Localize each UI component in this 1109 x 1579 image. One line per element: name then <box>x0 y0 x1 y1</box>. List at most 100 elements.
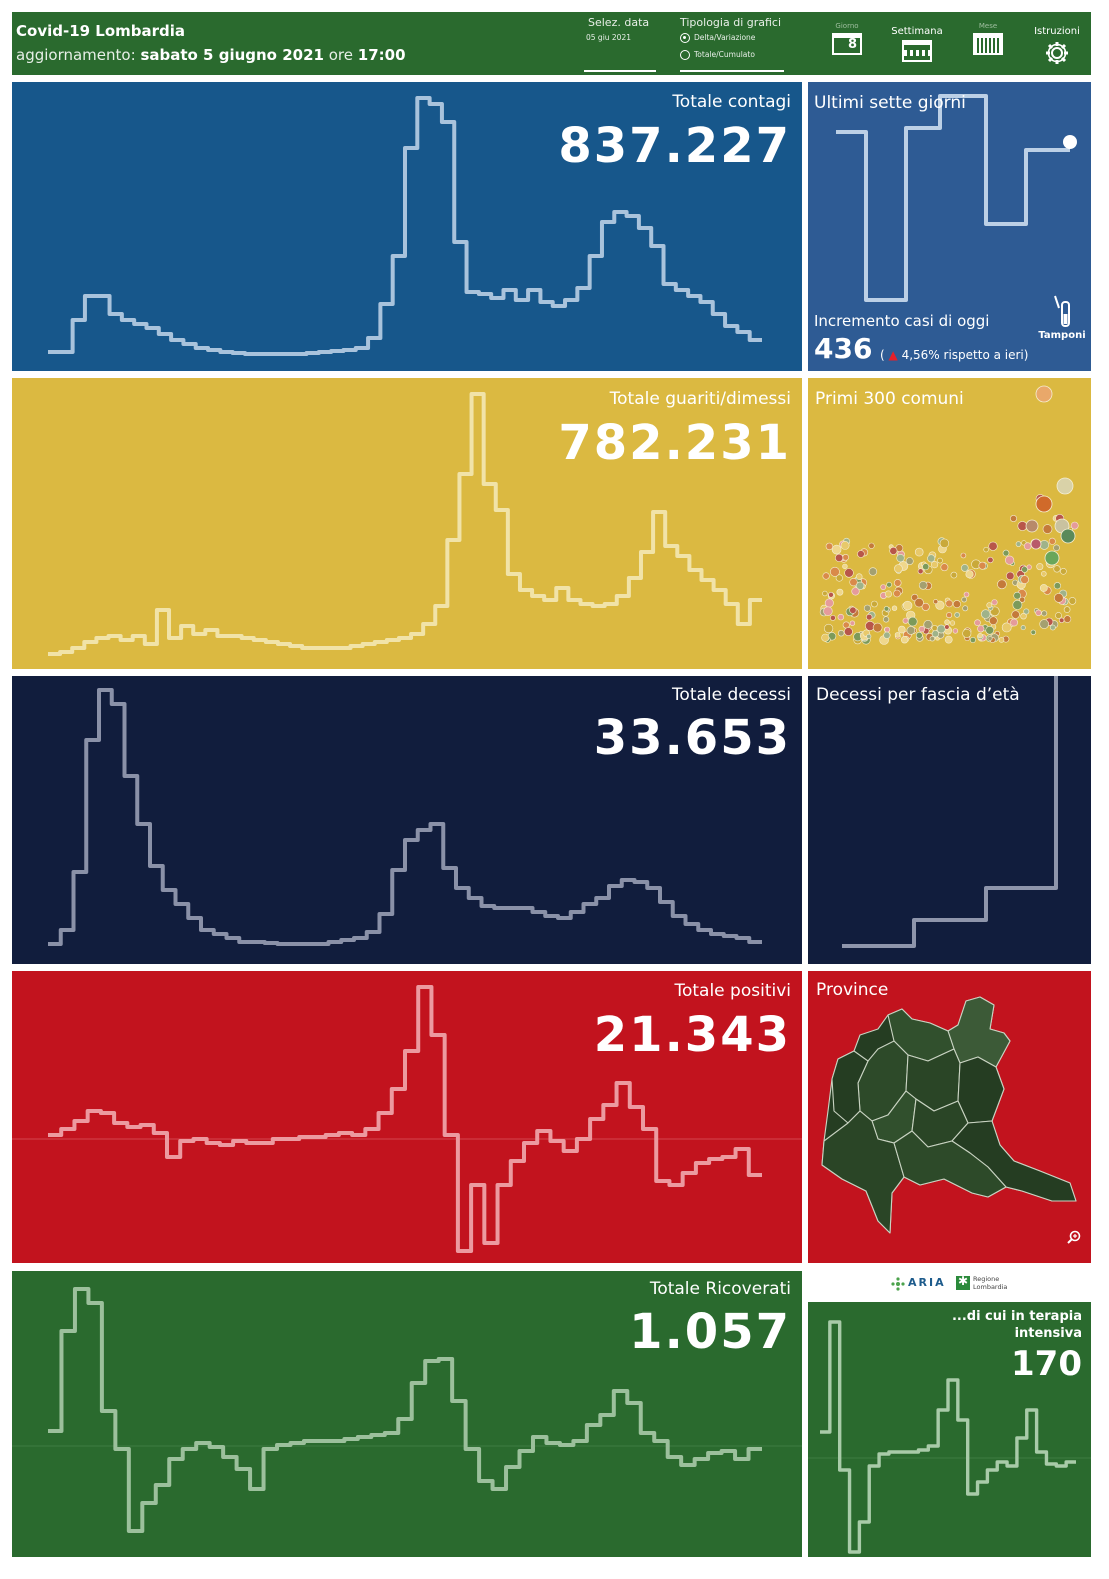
increment-value: 436 <box>814 332 873 365</box>
comune-bubble <box>823 623 834 634</box>
comune-bubble <box>880 584 887 590</box>
comune-bubble <box>1023 608 1030 615</box>
comune-bubble <box>1020 613 1027 620</box>
comune-bubble <box>868 567 878 576</box>
date-selector[interactable]: Selez. data 05 giu 2021 <box>584 16 656 74</box>
comune-bubble <box>962 628 972 638</box>
province-title: Province <box>816 980 889 1000</box>
guariti-title: Totale guariti/dimessi <box>609 389 791 409</box>
comune-bubble <box>1055 612 1062 619</box>
comune-bubble <box>884 626 891 633</box>
contagi-value: 837.227 <box>558 118 791 174</box>
up-arrow-icon: ▲ <box>888 348 898 362</box>
calendar-day-number: 8 <box>847 37 857 52</box>
comune-bubble <box>1049 624 1056 631</box>
comune-bubble <box>974 619 981 626</box>
ricoverati-value: 1.057 <box>629 1304 791 1360</box>
calendar-week-icon <box>902 40 932 62</box>
comune-bubble <box>940 563 949 572</box>
panel-totale-guariti[interactable]: Totale guariti/dimessi 782.231 <box>12 378 802 669</box>
comune-bubble <box>822 572 830 580</box>
nav-day-label: Giorno <box>835 22 859 30</box>
app-title: Covid-19 Lombardia <box>16 22 186 40</box>
comune-bubble <box>906 626 916 635</box>
panel-ultimi-sette-giorni[interactable]: Ultimi sette giorni Incremento casi di o… <box>808 82 1091 371</box>
comune-bubble <box>930 561 939 569</box>
update-time-prefix: ore <box>328 46 353 64</box>
comune-bubble <box>1020 575 1029 584</box>
comune-bubble <box>935 600 945 610</box>
comune-bubble <box>844 627 853 636</box>
tamponi-button[interactable]: Tamponi <box>1038 294 1086 341</box>
comune-bubble <box>1063 606 1071 613</box>
decessi-title: Totale decessi <box>671 685 791 705</box>
comune-bubble <box>952 600 961 609</box>
contagi-trend-line <box>48 96 762 356</box>
panel-totale-contagi[interactable]: Totale contagi 837.227 <box>12 82 802 371</box>
comune-bubble <box>844 568 854 578</box>
comune-bubble <box>950 571 958 579</box>
comune-bubble <box>835 553 844 562</box>
comune-bubble <box>1023 542 1032 550</box>
nav-week-label: Settimana <box>891 26 943 37</box>
comune-bubble <box>823 606 833 616</box>
comune-bubble <box>828 592 834 598</box>
comune-bubble <box>907 616 918 627</box>
help-button[interactable]: Istruzioni <box>1028 26 1086 66</box>
comune-bubble <box>1054 593 1064 603</box>
panel-totale-decessi[interactable]: Totale decessi 33.653 <box>12 676 802 964</box>
comune-bubble <box>988 541 998 551</box>
comune-bubble <box>977 625 985 633</box>
comune-bubble <box>1001 622 1012 633</box>
regione-logo-icon: ✱ <box>956 1274 970 1290</box>
aria-logo-text: ARIA <box>908 1276 946 1289</box>
seven-days-line <box>836 94 1077 302</box>
radio-selected-icon <box>680 33 690 43</box>
panel-province[interactable]: Province <box>808 971 1091 1263</box>
zoom-icon[interactable] <box>1066 1229 1082 1245</box>
comune-bubble <box>829 614 836 621</box>
nav-day-button[interactable]: Giorno 8 <box>827 22 867 55</box>
nav-week-button[interactable]: Settimana <box>885 26 949 62</box>
comune-bubble <box>889 546 898 555</box>
comune-bubble <box>1041 571 1047 577</box>
comune-bubble <box>872 622 883 633</box>
panel-totale-ricoverati[interactable]: Totale Ricoverati 1.057 <box>12 1271 802 1557</box>
panel-decessi-fascia-eta[interactable]: Decessi per fascia d’età <box>808 676 1091 964</box>
comune-bubble <box>842 563 848 570</box>
comune-bubble <box>944 624 950 630</box>
comune-bubble <box>1060 568 1067 575</box>
comune-bubble <box>1019 596 1026 603</box>
positivi-value: 21.343 <box>593 1007 791 1063</box>
open-paren: ( <box>880 348 885 362</box>
comune-bubble <box>896 554 905 563</box>
comune-bubble <box>849 620 856 626</box>
comune-bubble <box>1035 609 1042 617</box>
comune-bubble <box>1039 619 1049 629</box>
panel-totale-positivi[interactable]: Totale positivi 21.343 <box>12 971 802 1263</box>
terapia-title: ...di cui in terapia intensiva <box>951 1309 1082 1341</box>
comune-bubble <box>840 540 850 550</box>
panel-terapia-intensiva[interactable]: ...di cui in terapia intensiva 170 <box>808 1302 1091 1557</box>
comune-bubble <box>981 609 991 619</box>
comune-bubble <box>1036 563 1044 571</box>
comune-bubble <box>829 566 840 577</box>
comune-bubble <box>987 556 994 564</box>
chart-type-option-delta[interactable]: Delta/Variazione <box>680 33 755 43</box>
comune-bubble <box>945 599 953 608</box>
chart-type-option-cumulato[interactable]: Totale/Cumulato <box>680 50 755 60</box>
increment-change-text: 4,56% rispetto a ieri) <box>901 348 1029 362</box>
update-date: sabato 5 giugno 2021 <box>140 46 324 64</box>
comune-bubble <box>1070 521 1079 530</box>
comune-bubble <box>917 568 924 575</box>
comune-bubble <box>937 557 943 564</box>
nav-month-button[interactable]: Mese <box>968 22 1008 55</box>
comune-bubble <box>831 544 842 555</box>
update-line: aggiornamento: sabato 5 giugno 2021 ore … <box>16 46 406 64</box>
regione-logo-text: Regione Lombardia <box>973 1275 1008 1291</box>
panel-primi-300-comuni[interactable]: Primi 300 comuni <box>808 378 1091 669</box>
positivi-trend-line <box>12 985 802 1253</box>
comune-bubble <box>960 552 967 559</box>
calendar-month-icon <box>973 33 1003 55</box>
comune-bubble <box>871 600 878 608</box>
